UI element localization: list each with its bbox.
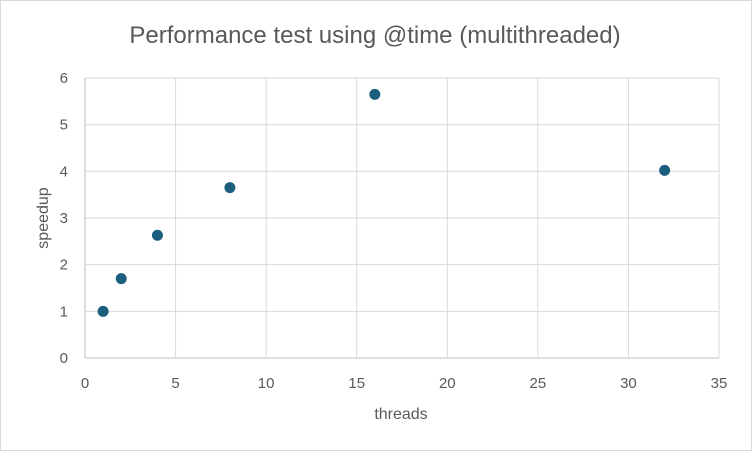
y-tick-label: 4: [60, 163, 68, 180]
x-tick-label: 15: [348, 375, 365, 392]
y-tick-label: 6: [60, 70, 68, 87]
y-tick-label: 0: [60, 350, 68, 367]
y-axis-label: speedup: [35, 187, 52, 248]
data-point: [115, 273, 127, 285]
x-tick-label: 20: [439, 375, 456, 392]
y-tick-labels: 0 1 2 3 4 5 6: [60, 70, 68, 367]
y-tick-label: 1: [60, 303, 68, 320]
data-points: [97, 88, 671, 317]
y-tick-label: 3: [60, 210, 68, 227]
x-tick-labels: 0 5 10 15 20 25 30 35: [81, 375, 728, 392]
gridlines: [84, 77, 720, 359]
x-tick-label: 10: [258, 375, 275, 392]
y-tick-label: 5: [60, 117, 68, 134]
data-point: [369, 88, 381, 100]
chart-title: Performance test using @time (multithrea…: [129, 22, 620, 49]
data-point: [151, 229, 163, 241]
data-point: [659, 164, 671, 176]
x-tick-label: 35: [711, 375, 728, 392]
x-axis-label: threads: [374, 406, 427, 423]
data-point: [224, 182, 236, 194]
x-tick-label: 0: [81, 375, 89, 392]
x-tick-label: 5: [171, 375, 179, 392]
y-tick-label: 2: [60, 257, 68, 274]
x-tick-label: 25: [530, 375, 547, 392]
data-point: [97, 305, 109, 317]
x-tick-label: 30: [620, 375, 637, 392]
